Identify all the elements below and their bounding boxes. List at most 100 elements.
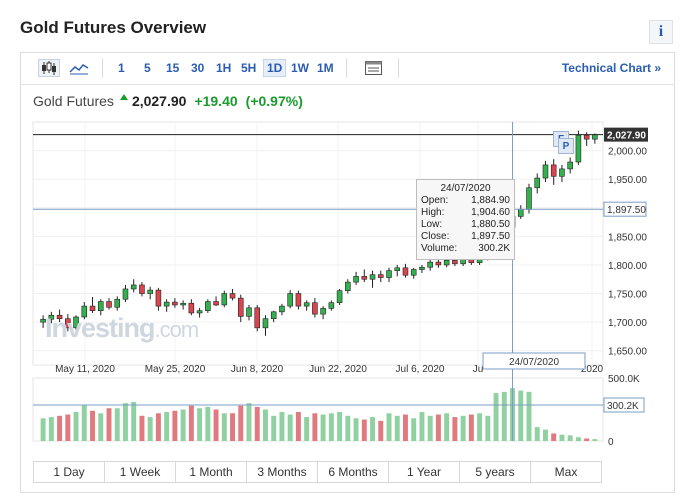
tooltip-high-value: 1,904.60 — [471, 207, 510, 218]
timeframe-5[interactable]: 5 — [144, 61, 151, 75]
timeframe-1w[interactable]: 1W — [291, 61, 309, 75]
candle-body — [130, 284, 137, 290]
volume-bar — [263, 409, 268, 441]
range-6-months[interactable]: 6 Months — [318, 462, 389, 482]
crosshair-volume-tag — [603, 397, 645, 413]
volume-bar — [81, 404, 87, 441]
timeframe-1m[interactable]: 1M — [317, 61, 334, 75]
volume-bar — [312, 413, 318, 441]
chart-toolbar: 1 5 15 30 1H 5H 1D 1W 1M Technical Chart… — [20, 52, 675, 85]
candle-body — [139, 284, 145, 294]
candlestick-icon[interactable] — [38, 59, 60, 77]
page-title: Gold Futures Overview — [20, 18, 207, 37]
volume-bar — [444, 413, 450, 441]
candle-body — [312, 302, 318, 315]
volume-tick-label: 500.0K — [608, 374, 640, 385]
timeframe-1d[interactable]: 1D — [263, 59, 287, 77]
volume-bar — [147, 417, 153, 441]
candle-body — [353, 276, 359, 283]
timeframe-15[interactable]: 15 — [166, 61, 180, 75]
last-price-tag-label: 2,027.90 — [607, 131, 646, 142]
timeframe-1[interactable]: 1 — [118, 61, 125, 75]
candle-body — [279, 305, 285, 313]
volume-bar — [501, 391, 507, 441]
candle-body — [48, 314, 55, 320]
tooltip-low-value: 1,880.50 — [471, 219, 510, 230]
range-5-years[interactable]: 5 years — [460, 462, 531, 482]
candle-body — [73, 316, 79, 329]
candle-body — [517, 208, 524, 217]
candle-body — [114, 298, 121, 308]
candle-body — [40, 318, 46, 323]
range-1-day[interactable]: 1 Day — [34, 462, 105, 482]
range-1-year[interactable]: 1 Year — [389, 462, 460, 482]
volume-bar — [73, 412, 79, 441]
info-icon[interactable]: i — [649, 20, 673, 44]
candle-body — [427, 261, 433, 268]
volume-bar — [123, 403, 128, 441]
candle-body — [402, 267, 409, 276]
x-tick-label: May 25, 2020 — [145, 364, 206, 375]
volume-bar — [131, 401, 137, 441]
volume-bar — [370, 417, 375, 441]
candle-body — [386, 270, 392, 278]
x-tick-label: Jul 6, 2020 — [396, 364, 445, 375]
volume-bar — [279, 412, 285, 441]
range-3-months[interactable]: 3 Months — [247, 462, 318, 482]
volume-bar — [518, 390, 524, 441]
range-1-week[interactable]: 1 Week — [105, 462, 176, 482]
tooltip-low-label: Low: — [421, 219, 443, 230]
candle-body — [303, 302, 310, 307]
timeframe-30[interactable]: 30 — [191, 61, 205, 75]
range-1-month[interactable]: 1 Month — [176, 462, 247, 482]
candle-body — [559, 168, 565, 177]
volume-bar — [65, 414, 71, 441]
range-max[interactable]: Max — [554, 465, 578, 479]
volume-bar — [584, 438, 590, 441]
table-icon[interactable] — [363, 59, 385, 77]
candle-body — [592, 134, 598, 140]
y-tick-label: 1,800.00 — [608, 261, 647, 272]
y-tick-label: 1,700.00 — [608, 318, 647, 329]
tooltip-volume-value: 300.2K — [478, 243, 510, 254]
candle-body — [320, 308, 326, 315]
candle-body — [122, 288, 129, 300]
candle-body — [328, 302, 335, 309]
candle-body — [81, 305, 88, 318]
volume-bar — [411, 418, 417, 441]
candle-body — [377, 274, 384, 278]
volume-bar — [526, 391, 532, 441]
price-change: +19.40 — [194, 93, 238, 109]
candle-body — [221, 293, 228, 306]
candle-body — [435, 261, 442, 266]
volume-bar — [304, 417, 310, 441]
event-flag-p[interactable]: P — [558, 138, 574, 154]
volume-area — [32, 377, 604, 442]
crosshair-price-label: 1,897.50 — [607, 205, 646, 216]
timeframe-1h[interactable]: 1H — [216, 61, 232, 75]
candle-body — [163, 301, 170, 307]
candle-body — [89, 305, 96, 311]
volume-bar — [172, 410, 178, 441]
volume-bar — [295, 412, 301, 441]
technical-chart-link[interactable]: Technical Chart » — [561, 61, 661, 75]
volume-bar — [460, 415, 466, 441]
x-tick-label: Jun 22, 2020 — [309, 364, 367, 375]
volume-bar — [353, 418, 359, 441]
candle-body — [336, 290, 343, 303]
line-chart-icon[interactable] — [68, 59, 90, 77]
candle-body — [567, 161, 573, 170]
candle-body — [295, 293, 302, 307]
candle-body — [542, 164, 549, 179]
volume-bar — [205, 406, 211, 441]
candle-body — [172, 301, 178, 306]
crosshair-date-label: 24/07/2020 — [509, 357, 559, 368]
volume-bar — [337, 412, 343, 441]
volume-bar — [567, 435, 573, 441]
volume-bar — [386, 413, 392, 441]
ohlc-tooltip: 24/07/2020 Open: 1,884.90 High: 1,904.60 L… — [416, 179, 515, 260]
x-tick-label: 2020 — [581, 364, 604, 375]
last-price-tag — [604, 127, 648, 142]
timeframe-5h[interactable]: 5H — [241, 61, 257, 75]
